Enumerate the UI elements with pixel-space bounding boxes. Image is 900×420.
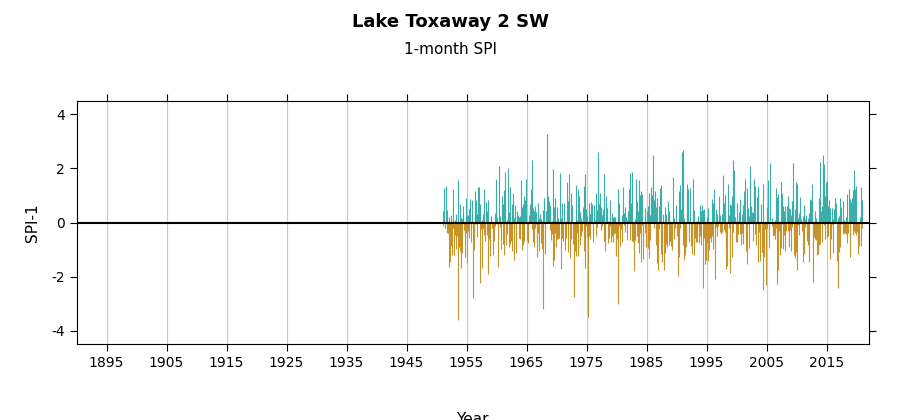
Y-axis label: SPI-1: SPI-1 xyxy=(25,203,40,242)
Text: Lake Toxaway 2 SW: Lake Toxaway 2 SW xyxy=(352,13,548,31)
Text: 1-month SPI: 1-month SPI xyxy=(403,42,497,57)
X-axis label: Year: Year xyxy=(456,412,489,420)
